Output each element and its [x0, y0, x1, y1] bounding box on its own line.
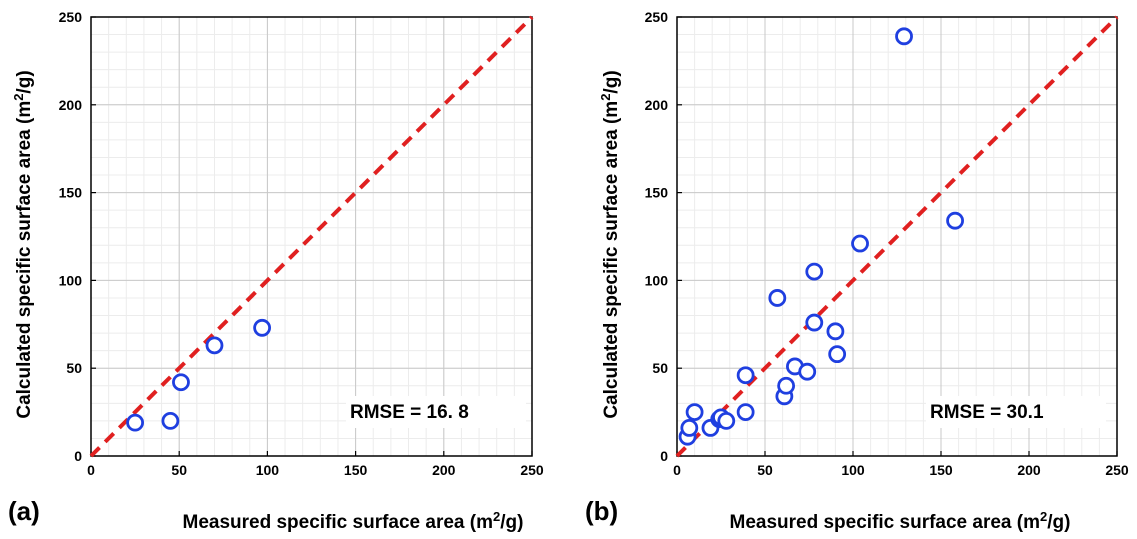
data-point: [161, 411, 180, 430]
plot-frame: [676, 16, 1118, 457]
data-point: [828, 345, 847, 364]
y-tick-label: 150: [645, 185, 669, 201]
x-tick-label: 50: [757, 462, 773, 478]
panel-label: (b): [585, 496, 618, 526]
data-point: [777, 376, 796, 395]
y-tick-label: 200: [59, 97, 83, 113]
data-point: [736, 403, 755, 422]
x-tick-label: 200: [432, 462, 456, 478]
x-tick-label: 0: [673, 462, 681, 478]
y-tick-label: 0: [660, 448, 668, 464]
reference-line-1to1: [89, 15, 534, 458]
annotation-box: [346, 396, 526, 428]
y-tick-label: 200: [645, 97, 669, 113]
data-point: [205, 336, 224, 355]
y-tick-label: 250: [645, 9, 669, 25]
data-point: [895, 27, 913, 46]
data-point: [253, 318, 272, 337]
data-point: [685, 403, 704, 422]
x-tick-label: 150: [929, 462, 953, 478]
x-tick-label: 100: [256, 462, 280, 478]
x-tick-label: 250: [1105, 462, 1129, 478]
x-tick-label: 200: [1017, 462, 1041, 478]
panel-label: (a): [8, 496, 40, 526]
y-tick-label: 100: [59, 272, 83, 288]
y-axis-title: Calculated specific surface area (m2/g): [598, 70, 623, 418]
y-tick-label: 100: [645, 272, 669, 288]
y-tick-label: 150: [59, 185, 83, 201]
data-point: [680, 419, 699, 437]
annotation-box: [926, 396, 1106, 428]
y-tick-label: 250: [59, 9, 83, 25]
data-point: [798, 362, 817, 381]
data-point: [768, 289, 787, 307]
reference-line-1to1: [675, 15, 1119, 458]
chart-panel-1: 0 50 100 150 200 250 0 50 100 150 200 250 RMSE = 16.…: [8, 9, 544, 533]
x-axis-title: Measured specific surface area (m2/g): [730, 509, 1071, 534]
data-point: [717, 411, 736, 430]
data-point: [172, 373, 190, 392]
data-point: [805, 262, 824, 281]
y-tick-label: 50: [652, 360, 668, 376]
data-point: [851, 234, 869, 253]
y-tick-label: 50: [66, 360, 82, 376]
data-point: [736, 366, 755, 385]
data-point: [805, 313, 824, 332]
y-tick-label: 0: [74, 448, 82, 464]
plot-frame: [90, 16, 533, 457]
rmse-annotation: RMSE = 30.1: [930, 402, 1044, 423]
x-tick-label: 100: [841, 462, 865, 478]
x-tick-label: 250: [520, 462, 544, 478]
rmse-annotation: RMSE = 16. 8: [350, 402, 469, 423]
x-axis-title: Measured specific surface area (m2/g): [183, 509, 524, 534]
x-tick-label: 150: [344, 462, 368, 478]
data-point: [126, 413, 145, 432]
x-tick-label: 50: [171, 462, 187, 478]
data-point: [946, 211, 964, 230]
x-tick-label: 0: [87, 462, 95, 478]
chart-panel-2: 0 50 100 150 200 250 0 50 100 150 200 250 RMSE = 30.…: [585, 9, 1129, 533]
y-axis-title: Calculated specific surface area (m2/g): [11, 70, 36, 418]
data-point: [826, 322, 845, 341]
